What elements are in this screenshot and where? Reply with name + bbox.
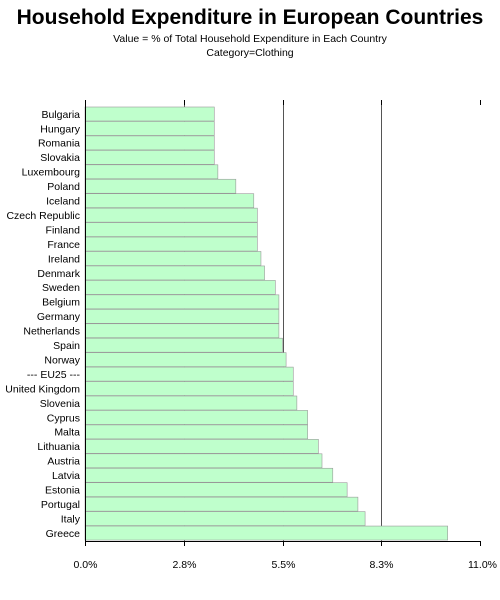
bar — [84, 207, 258, 223]
x-axis-labels: 0.0% 2.8% 5.5% 8.3% 11.0% — [74, 559, 497, 571]
category-label: Latvia — [52, 470, 80, 482]
category-label: Finland — [46, 224, 81, 236]
category-label: Lithuania — [37, 441, 80, 453]
x-tick-label: 2.8% — [173, 559, 197, 571]
category-label: Norway — [44, 354, 80, 366]
chart-subtitle: Value = % of Total Household Expenditure… — [113, 33, 387, 45]
bar — [84, 251, 262, 266]
bar — [84, 511, 366, 526]
bar — [84, 222, 258, 237]
category-label: --- EU25 --- — [27, 369, 81, 381]
bar — [84, 265, 265, 281]
category-label: France — [47, 239, 80, 251]
category-label: Slovenia — [40, 398, 80, 410]
bar — [84, 294, 280, 310]
category-label: Italy — [61, 513, 81, 525]
bar — [84, 135, 215, 151]
bar — [84, 395, 298, 411]
chart-category-subtitle: Category=Clothing — [206, 47, 294, 59]
bar — [84, 308, 280, 324]
category-label: Slovakia — [40, 152, 80, 164]
bar — [84, 323, 280, 339]
bar — [84, 236, 258, 252]
bar — [84, 467, 334, 483]
category-label: Netherlands — [23, 326, 80, 338]
bar — [84, 280, 276, 295]
category-label: Estonia — [45, 485, 80, 497]
category-label: Hungary — [40, 123, 80, 135]
category-label: Czech Republic — [6, 210, 80, 222]
category-label: United Kingdom — [5, 383, 80, 395]
bar — [84, 178, 237, 194]
y-axis-labels: Bulgaria Hungary Romania Slovakia Luxembourg… — [5, 109, 80, 540]
chart-title: Household Expenditure in European Countr… — [16, 6, 484, 29]
x-tick-label: 8.3% — [370, 559, 394, 571]
bar — [84, 337, 283, 353]
bar — [84, 352, 287, 367]
category-label: Luxembourg — [22, 167, 81, 179]
category-label: Sweden — [42, 282, 80, 294]
category-label: Spain — [53, 340, 80, 352]
bar — [84, 121, 215, 136]
category-label: Malta — [54, 427, 80, 439]
bar — [84, 366, 294, 382]
bar — [84, 439, 319, 454]
category-label: Austria — [47, 456, 80, 468]
bar — [84, 150, 215, 165]
category-label: Germany — [37, 311, 81, 323]
axes — [85, 100, 481, 546]
bar — [84, 453, 323, 469]
category-label: Belgium — [42, 297, 80, 309]
bars — [84, 106, 448, 541]
bar — [84, 482, 348, 498]
bar — [84, 496, 359, 512]
category-label: Bulgaria — [41, 109, 80, 121]
bar — [84, 164, 219, 180]
bar — [84, 106, 215, 122]
category-label: Cyprus — [47, 412, 80, 424]
bar — [84, 381, 294, 396]
bar — [84, 410, 308, 425]
x-tick-label: 5.5% — [272, 559, 296, 571]
category-label: Romania — [38, 138, 80, 150]
category-label: Greece — [46, 528, 81, 540]
x-tick-label: 11.0% — [468, 559, 497, 571]
bar — [84, 424, 308, 440]
category-label: Denmark — [37, 268, 80, 280]
category-label: Portugal — [41, 499, 80, 511]
bar — [84, 525, 448, 541]
category-label: Iceland — [46, 196, 80, 208]
category-label: Poland — [47, 181, 80, 193]
x-tick-label: 0.0% — [74, 559, 98, 571]
category-label: Ireland — [48, 253, 80, 265]
bar — [84, 193, 255, 208]
